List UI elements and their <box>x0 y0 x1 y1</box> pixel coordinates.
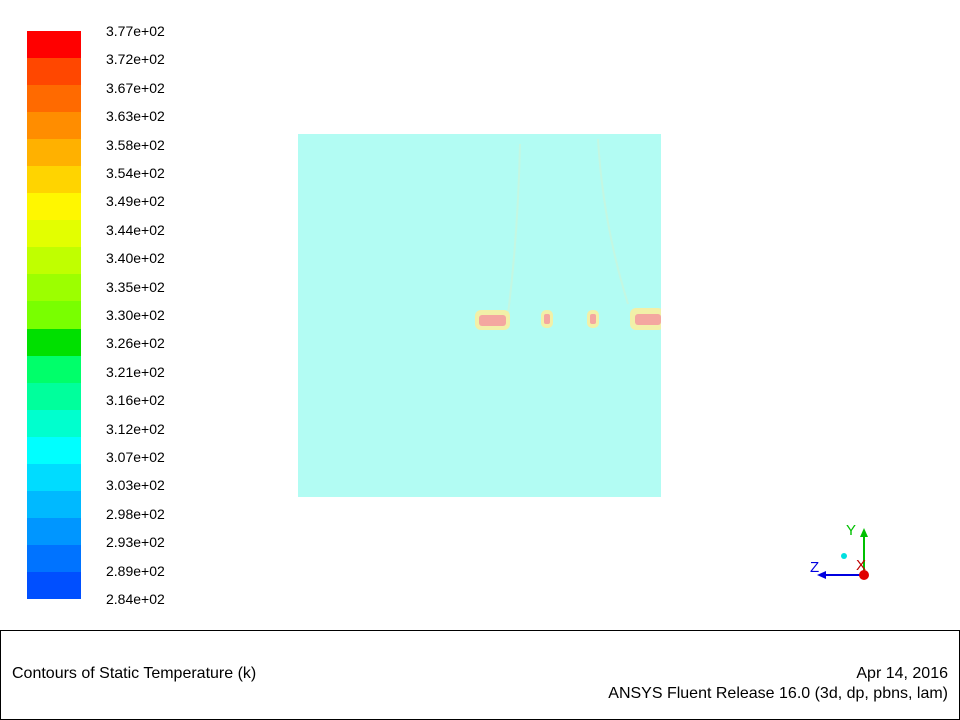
legend-swatch <box>27 463 81 492</box>
legend-swatch <box>27 31 81 59</box>
legend-label: 3.72e+02 <box>106 51 165 68</box>
legend-label: 3.67e+02 <box>106 79 165 96</box>
legend-label: 2.98e+02 <box>106 505 165 522</box>
legend-swatch <box>27 85 81 113</box>
color-legend-labels: 3.77e+02 3.72e+02 3.67e+02 3.63e+02 3.58e+02… <box>106 0 226 620</box>
legend-swatch <box>27 490 81 519</box>
view-point-dot <box>841 553 847 559</box>
plot-caption-box: Contours of Static Temperature (k) Apr 1… <box>0 630 960 720</box>
legend-label: 3.35e+02 <box>106 278 165 295</box>
color-legend-bar <box>27 31 81 600</box>
legend-swatch <box>27 220 81 248</box>
y-axis-label: Y <box>846 522 856 539</box>
legend-swatch <box>27 58 81 86</box>
heat-source-4 <box>635 314 661 325</box>
legend-label: 3.40e+02 <box>106 250 165 267</box>
legend-label: 3.63e+02 <box>106 108 165 125</box>
legend-swatch <box>27 139 81 167</box>
heat-source-1 <box>479 315 506 326</box>
legend-swatch <box>27 544 81 573</box>
legend-label: 2.84e+02 <box>106 591 165 607</box>
legend-label: 3.58e+02 <box>106 136 165 153</box>
release-info: ANSYS Fluent Release 16.0 (3d, dp, pbns,… <box>608 685 948 702</box>
temperature-contour-plot <box>298 134 661 497</box>
x-axis-dot <box>859 570 869 580</box>
legend-label: 3.54e+02 <box>106 165 165 181</box>
legend-label: 3.21e+02 <box>106 363 165 380</box>
legend-label: 3.30e+02 <box>106 307 165 323</box>
legend-swatch <box>27 328 81 357</box>
legend-swatch <box>27 274 81 302</box>
legend-label: 3.16e+02 <box>106 392 165 409</box>
legend-swatch <box>27 166 81 194</box>
legend-label: 2.93e+02 <box>106 534 165 551</box>
legend-label: 3.77e+02 <box>106 23 165 39</box>
legend-swatch <box>27 571 81 600</box>
legend-swatch <box>27 355 81 384</box>
legend-swatch <box>27 193 81 221</box>
legend-swatch <box>27 301 81 330</box>
legend-swatch <box>27 247 81 275</box>
legend-label: 2.89e+02 <box>106 562 165 579</box>
plot-title: Contours of Static Temperature (k) <box>12 665 257 682</box>
z-axis-label: Z <box>810 559 819 576</box>
legend-swatch <box>27 112 81 140</box>
legend-label: 3.03e+02 <box>106 477 165 494</box>
legend-swatch <box>27 409 81 438</box>
heat-source-3 <box>590 314 596 324</box>
plume-trace-right <box>597 138 629 305</box>
legend-label: 3.07e+02 <box>106 449 165 465</box>
y-axis-arrow <box>860 528 868 537</box>
legend-swatch <box>27 382 81 411</box>
legend-label: 3.26e+02 <box>106 335 165 352</box>
plume-trace-left <box>507 143 521 315</box>
plot-date: Apr 14, 2016 <box>856 665 948 682</box>
legend-swatch <box>27 517 81 546</box>
legend-label: 3.12e+02 <box>106 420 165 437</box>
contour-field-svg <box>475 138 661 330</box>
heat-source-2 <box>544 314 550 324</box>
legend-label: 3.44e+02 <box>106 221 165 238</box>
z-axis-arrow <box>817 571 826 579</box>
legend-label: 3.49e+02 <box>106 193 165 210</box>
x-axis-label: X <box>856 557 866 574</box>
axis-triad: Y Z X <box>805 520 885 590</box>
legend-swatch <box>27 436 81 465</box>
